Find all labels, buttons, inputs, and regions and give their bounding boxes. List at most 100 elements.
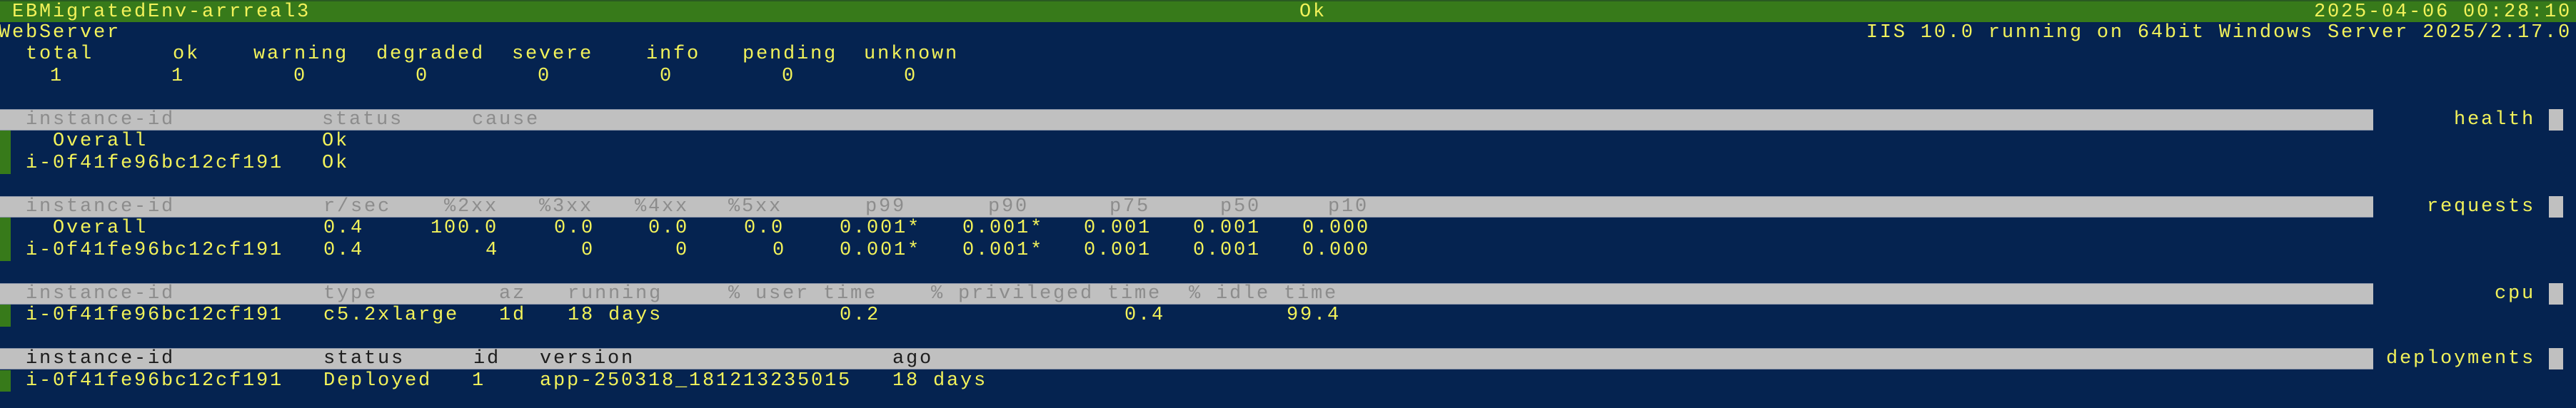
cpu-header-row: instance-id type az running % user time % pri… xyxy=(0,283,2576,305)
summary-count-ok: 1 xyxy=(171,65,186,87)
title-bar: EBMigratedEnv-arrreal3 Ok 2025-04-06 00:… xyxy=(0,0,2576,23)
table-row[interactable]: i-0f41fe96bc12cf191 0.4 4 0 0 0 0.001* 0.001* 0.… xyxy=(0,240,2576,262)
cell-status: Deployed xyxy=(323,369,433,392)
cell-r-sec: 0.4 xyxy=(323,218,365,239)
cell-5xx: 0.0 xyxy=(744,218,785,239)
column-header-5xx: %5xx xyxy=(728,195,783,218)
cell-p75: 0.001 xyxy=(1084,218,1152,239)
column-header-3xx: %3xx xyxy=(539,195,594,218)
cpu-status-marker xyxy=(0,305,11,327)
column-header-p10: p10 xyxy=(1328,195,1369,218)
cell-instance-id: Overall xyxy=(26,131,149,152)
summary-count-info: 0 xyxy=(660,65,674,87)
column-header-cause: cause xyxy=(472,108,540,131)
summary-header-info: info xyxy=(646,44,701,65)
cell-2xx: 100.0 xyxy=(431,218,499,239)
deployments-header-row: instance-id status id version ago deployments xyxy=(0,348,2576,370)
cpu-section-toggle[interactable] xyxy=(2549,282,2563,305)
column-header-az: az xyxy=(499,282,527,305)
deployments-header-bar xyxy=(0,348,2373,369)
cell-p90: 0.001* xyxy=(962,239,1045,261)
cell-2xx: 4 xyxy=(485,239,500,261)
health-header-bar xyxy=(0,108,2373,131)
summary-header-severe: severe xyxy=(512,44,594,65)
health-section-toggle[interactable] xyxy=(2549,108,2563,131)
requests-section-label[interactable]: requests xyxy=(2426,195,2535,218)
column-header-instance-id: instance-id xyxy=(26,348,176,369)
environment-name: EBMigratedEnv-arrreal3 xyxy=(12,1,311,23)
cell-p75: 0.001 xyxy=(1084,239,1152,261)
summary-header-row: total ok warning degraded severe info pending u… xyxy=(0,44,2576,66)
cell-5xx: 0 xyxy=(773,239,787,261)
cell-ago: 18 days xyxy=(892,369,988,392)
cell-3xx: 0 xyxy=(581,239,595,261)
table-row[interactable]: i-0f41fe96bc12cf191 Deployed 1 app-250318_1… xyxy=(0,370,2576,392)
cell-instance-id: Overall xyxy=(26,218,149,239)
cell-r-sec: 0.4 xyxy=(323,239,365,261)
requests-header-bar xyxy=(0,195,2373,218)
cpu-header-bar xyxy=(0,282,2373,305)
summary-values-row: 1 1 0 0 0 0 0 0 xyxy=(0,66,2576,88)
summary-count-degraded: 0 xyxy=(416,65,430,87)
platform-label: IIS 10.0 running on 64bit Windows Server… xyxy=(1866,22,2572,44)
health-status-marker xyxy=(0,131,11,174)
deployments-status-marker xyxy=(0,369,11,392)
requests-status-marker xyxy=(0,218,11,261)
cell-4xx: 0.0 xyxy=(648,218,690,239)
cell-3xx: 0.0 xyxy=(554,218,595,239)
column-header-type: type xyxy=(323,282,378,305)
cpu-section-label[interactable]: cpu xyxy=(2494,282,2535,305)
column-header-4xx: %4xx xyxy=(635,195,690,218)
table-row[interactable]: i-0f41fe96bc12cf191 Ok xyxy=(0,153,2576,175)
column-header-instance-id: instance-id xyxy=(26,195,176,218)
summary-count-pending: 0 xyxy=(782,65,796,87)
summary-header-total: total xyxy=(26,44,94,65)
summary-header-degraded: degraded xyxy=(376,44,485,65)
health-header-row: instance-id status cause health xyxy=(0,109,2576,131)
column-header-id: id xyxy=(473,348,501,369)
cell-p10: 0.000 xyxy=(1302,218,1371,239)
cell-id: 1 xyxy=(472,369,486,392)
cell-status: Ok xyxy=(322,131,350,152)
table-row[interactable]: i-0f41fe96bc12cf191 c5.2xlarge 1d 18 days 0.… xyxy=(0,305,2576,327)
cell-p99: 0.001* xyxy=(840,239,922,261)
summary-count-warning: 0 xyxy=(293,65,308,87)
table-row[interactable]: Overall Ok xyxy=(0,131,2576,153)
summary-count-unknown: 0 xyxy=(904,65,918,87)
summary-header-unknown: unknown xyxy=(864,44,960,65)
cell-user-time: 0.2 xyxy=(840,305,881,326)
column-header-instance-id: instance-id xyxy=(26,282,176,305)
cell-privileged-time: 0.4 xyxy=(1125,305,1166,326)
cell-instance-id: i-0f41fe96bc12cf191 xyxy=(26,152,284,174)
cell-instance-id: i-0f41fe96bc12cf191 xyxy=(26,239,284,261)
requests-header-row: instance-id r/sec %2xx %3xx %4xx %5xx p99 p90 p7… xyxy=(0,196,2576,218)
cell-p99: 0.001* xyxy=(840,218,922,239)
health-section-label[interactable]: health xyxy=(2453,108,2535,131)
summary-count-total: 1 xyxy=(50,65,64,87)
cell-version: app-250318_181213235015 xyxy=(540,369,852,392)
column-header-p99: p99 xyxy=(865,195,907,218)
requests-section-toggle[interactable] xyxy=(2549,195,2563,218)
deployments-section-label[interactable]: deployments xyxy=(2385,348,2535,369)
deployments-section-toggle[interactable] xyxy=(2549,348,2563,369)
column-header-ago: ago xyxy=(892,348,934,369)
cell-running: 18 days xyxy=(568,305,663,326)
column-header-user-time: % user time xyxy=(728,282,878,305)
cell-idle-time: 99.4 xyxy=(1287,305,1342,326)
column-header-p50: p50 xyxy=(1220,195,1262,218)
cell-4xx: 0 xyxy=(675,239,690,261)
summary-header-pending: pending xyxy=(743,44,838,65)
cell-type: c5.2xlarge xyxy=(323,305,460,326)
column-header-instance-id: instance-id xyxy=(26,108,176,131)
column-header-version: version xyxy=(540,348,635,369)
summary-header-warning: warning xyxy=(253,44,349,65)
cell-p50: 0.001 xyxy=(1193,218,1262,239)
summary-header-ok: ok xyxy=(173,44,201,65)
cell-status: Ok xyxy=(322,152,350,174)
table-row[interactable]: Overall 0.4 100.0 0.0 0.0 0.0 0.001* 0.001* 0.00… xyxy=(0,218,2576,240)
environment-info-row: WebServer IIS 10.0 running on 64bit Wind… xyxy=(0,22,2576,44)
cell-instance-id: i-0f41fe96bc12cf191 xyxy=(26,369,284,392)
column-header-status: status xyxy=(322,108,404,131)
column-header-status: status xyxy=(323,348,406,369)
cell-az: 1d xyxy=(499,305,527,326)
